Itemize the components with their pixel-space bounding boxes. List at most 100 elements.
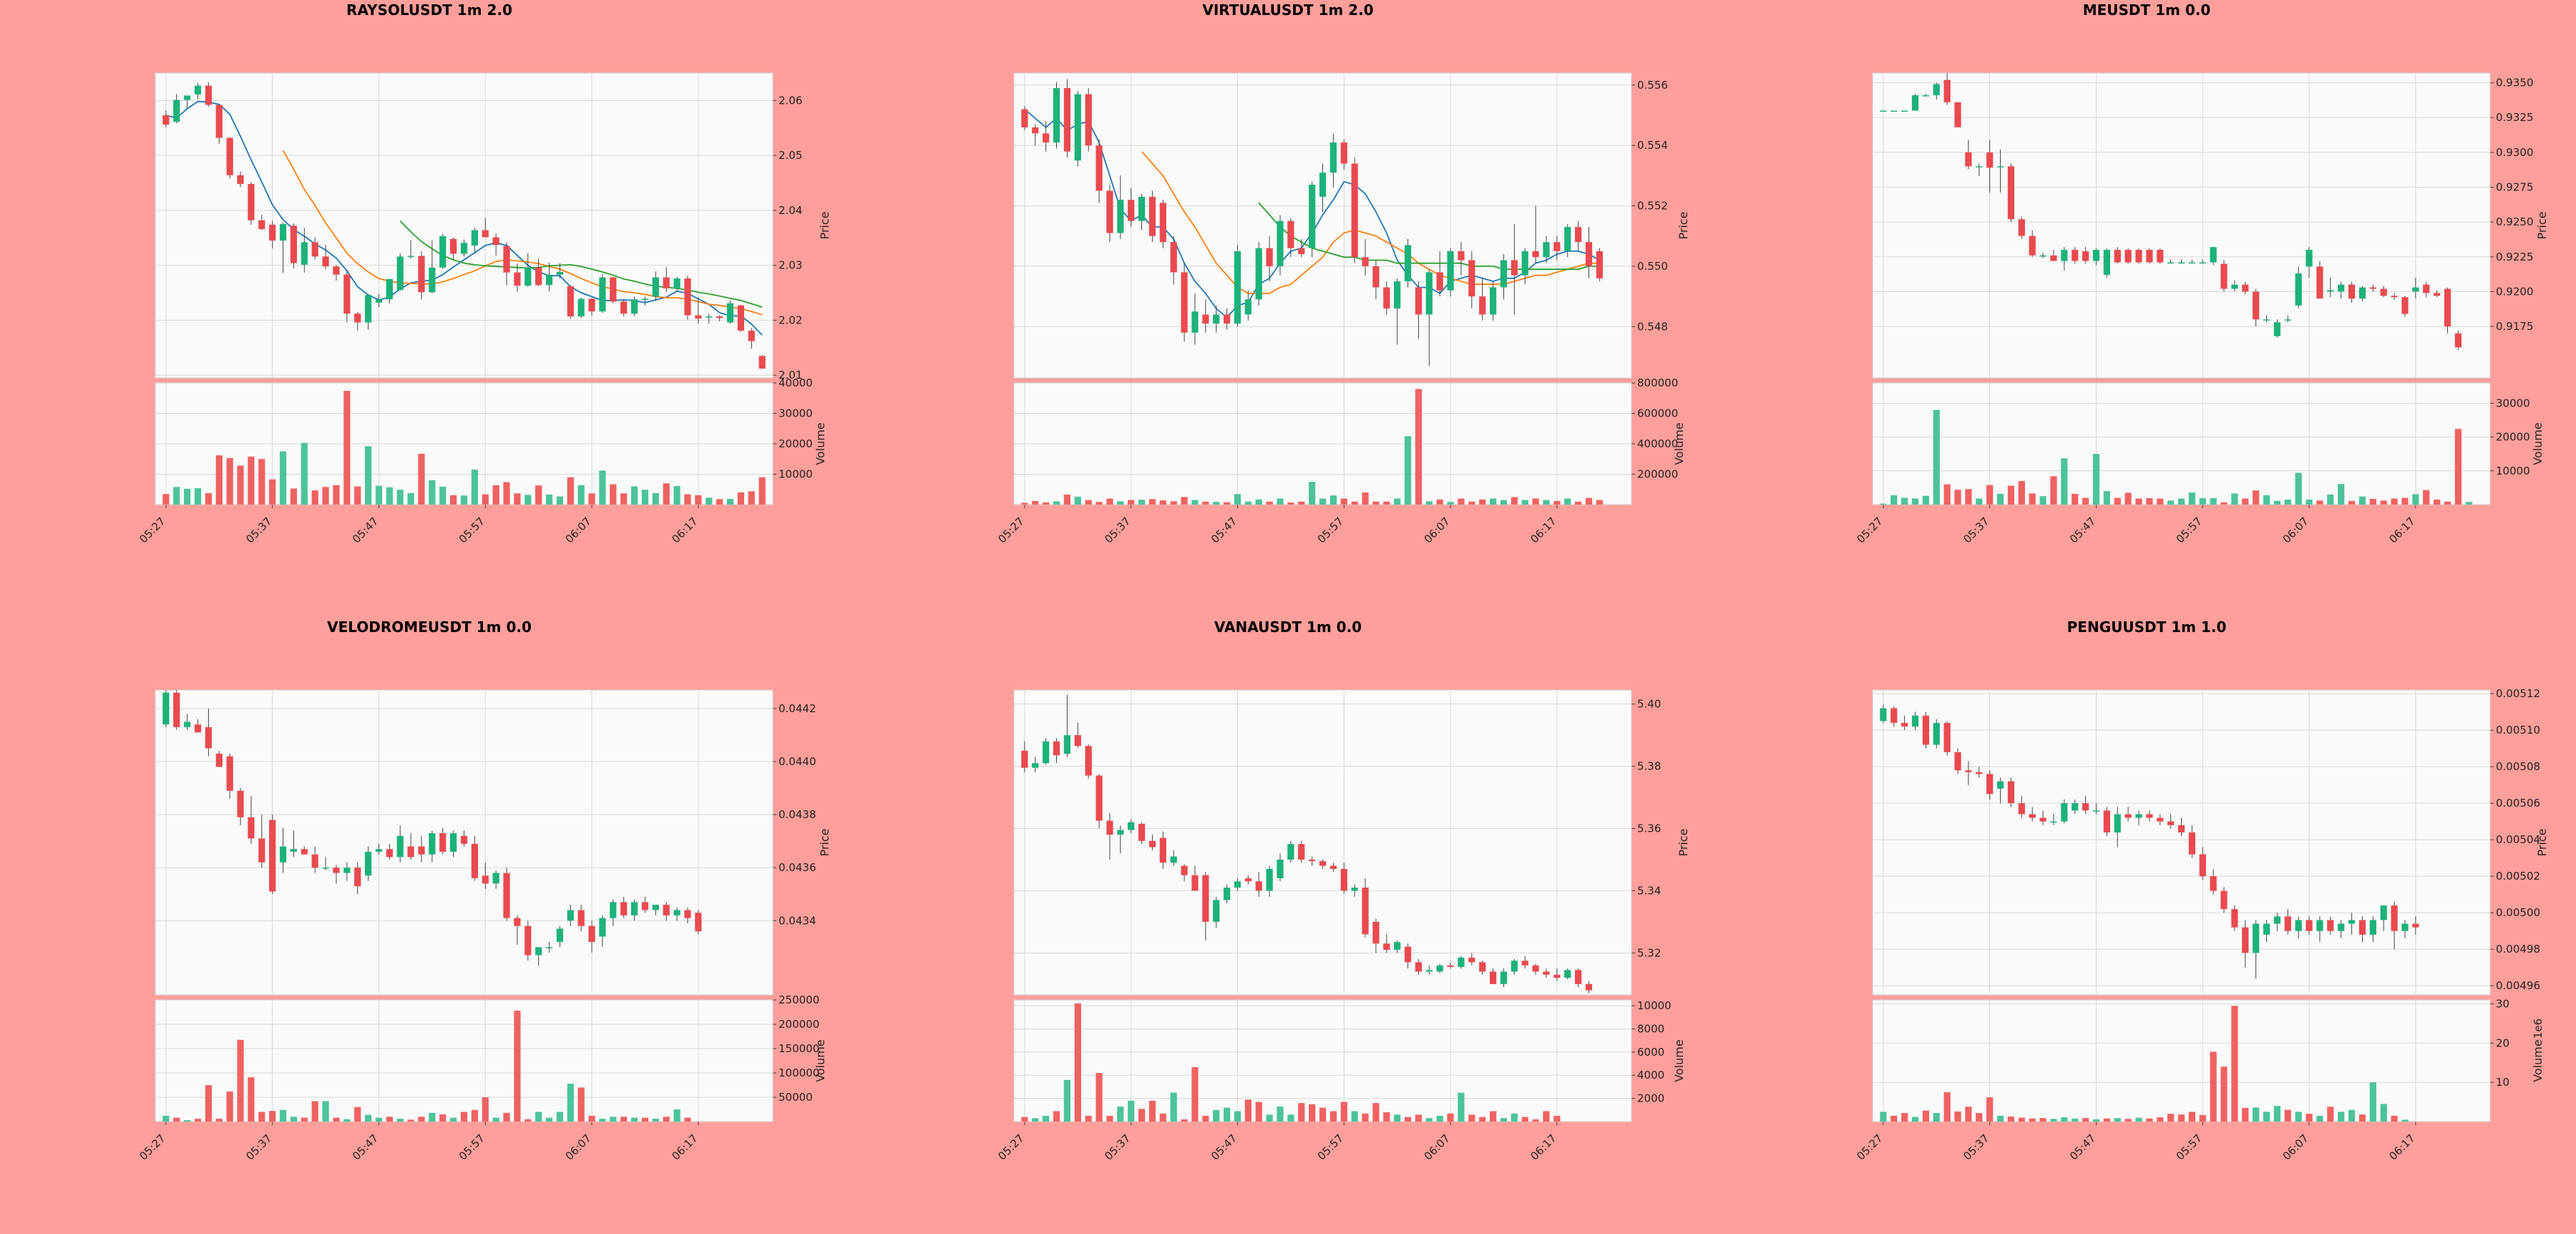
candle-body [1954, 102, 1961, 127]
volume-tick-label: 30 [2496, 997, 2509, 1010]
candle-body [396, 256, 404, 291]
y-tick-label: 2.03 [779, 259, 802, 272]
candle-body [706, 316, 713, 318]
x-tick-label: 05:37 [243, 515, 274, 545]
candle-body [375, 299, 383, 303]
volume-tick-label: 20000 [779, 437, 813, 450]
volume-tick-label: 150000 [779, 1042, 819, 1055]
candle-body [2050, 821, 2057, 823]
volume-bar [641, 490, 649, 505]
x-tick-label: 05:57 [1315, 1132, 1346, 1162]
candle-body [652, 905, 659, 910]
volume-bar [226, 1091, 233, 1122]
volume-bar [1117, 501, 1124, 505]
candle-body [620, 902, 628, 915]
volume-bar [205, 1085, 213, 1122]
candle-body [2210, 876, 2217, 891]
volume-bar [1553, 500, 1561, 505]
volume-bar [1574, 501, 1582, 505]
candle-body [1943, 79, 1951, 102]
volume-bar [2369, 498, 2376, 505]
x-tick-label: 05:57 [2174, 515, 2205, 545]
y-tick-label: 2.04 [779, 204, 802, 217]
volume-bar [1223, 1107, 1231, 1122]
volume-bar [450, 1117, 457, 1122]
candle-body [1319, 173, 1327, 197]
candle-body [2018, 803, 2025, 815]
candle-body [2391, 296, 2398, 298]
candle-body [279, 224, 287, 241]
volume-bar [1880, 503, 1887, 505]
candle-body [610, 902, 617, 918]
candle-body [630, 299, 638, 314]
candle-body [1340, 868, 1347, 891]
candle-body [599, 277, 606, 312]
candle-body [1181, 865, 1188, 875]
candle-body [684, 910, 691, 918]
candle-body [673, 910, 680, 915]
volume-bar [1933, 1112, 1940, 1122]
volume-bar [1458, 1092, 1465, 1122]
candle-body [418, 846, 425, 855]
volume-bar [1511, 497, 1518, 505]
candle-body [1468, 957, 1475, 963]
candle-body [301, 242, 308, 265]
volume-bar [2061, 458, 2068, 505]
candle-body [1223, 888, 1231, 900]
candle-body [1500, 260, 1508, 288]
volume-bar [2242, 1107, 2249, 1122]
volume-bar [418, 1117, 425, 1122]
candle-body [1085, 94, 1092, 146]
candle-body [173, 99, 180, 122]
volume-bar [588, 493, 595, 505]
y-tick-label: 0.0434 [779, 914, 816, 927]
candle-body [2072, 250, 2079, 261]
volume-bar [1074, 496, 1081, 505]
candle-body [2358, 287, 2366, 299]
volume-bar [2412, 494, 2419, 505]
volume-tick-label: 4000 [1637, 1069, 1664, 1082]
volume-bar [2188, 1112, 2195, 1122]
volume-bar [556, 1112, 564, 1122]
volume-bar [1128, 500, 1135, 505]
volume-tick-label: 30000 [779, 407, 813, 420]
candle-body [1890, 708, 1898, 723]
candle-body [290, 849, 298, 852]
volume-bar [1277, 498, 1284, 505]
candle-body [279, 846, 287, 863]
candle-body [2114, 814, 2121, 832]
volume-bar [503, 1112, 510, 1122]
candle-body [1976, 166, 1983, 167]
candle-body [2380, 905, 2387, 920]
volume-bar [460, 495, 468, 505]
volume-bar [2380, 1104, 2387, 1122]
volume-bar [652, 1118, 659, 1122]
y-tick-label: 0.00496 [2496, 979, 2540, 992]
volume-bar [364, 446, 372, 505]
candle-body [2306, 920, 2313, 931]
candle-body [2273, 322, 2281, 336]
candle-body [471, 230, 478, 246]
volume-bar [1394, 498, 1401, 505]
volume-bar [577, 485, 585, 505]
y-tick-label: 0.9300 [2496, 146, 2534, 159]
candle-body [599, 918, 606, 937]
candle-body [1911, 95, 1919, 111]
price-panel-frame [155, 72, 774, 379]
volume-bar [1244, 501, 1252, 505]
x-tick-label: 05:47 [1209, 1132, 1239, 1162]
volume-bar [1976, 498, 1983, 505]
volume-bar [1043, 1115, 1050, 1122]
candle-body [2369, 287, 2376, 289]
candle-body [2253, 923, 2260, 953]
candle-body [1063, 88, 1071, 152]
y-tick-label: 0.00510 [2496, 724, 2540, 737]
volume-bar [333, 485, 340, 505]
volume-bar [2199, 498, 2206, 505]
moving-average-line [1258, 202, 1600, 271]
volume-bar [758, 477, 766, 505]
volume-bar [429, 1112, 436, 1122]
volume-bar [1943, 1092, 1951, 1122]
candle-body [2146, 814, 2153, 818]
moving-average-line [1141, 151, 1600, 294]
